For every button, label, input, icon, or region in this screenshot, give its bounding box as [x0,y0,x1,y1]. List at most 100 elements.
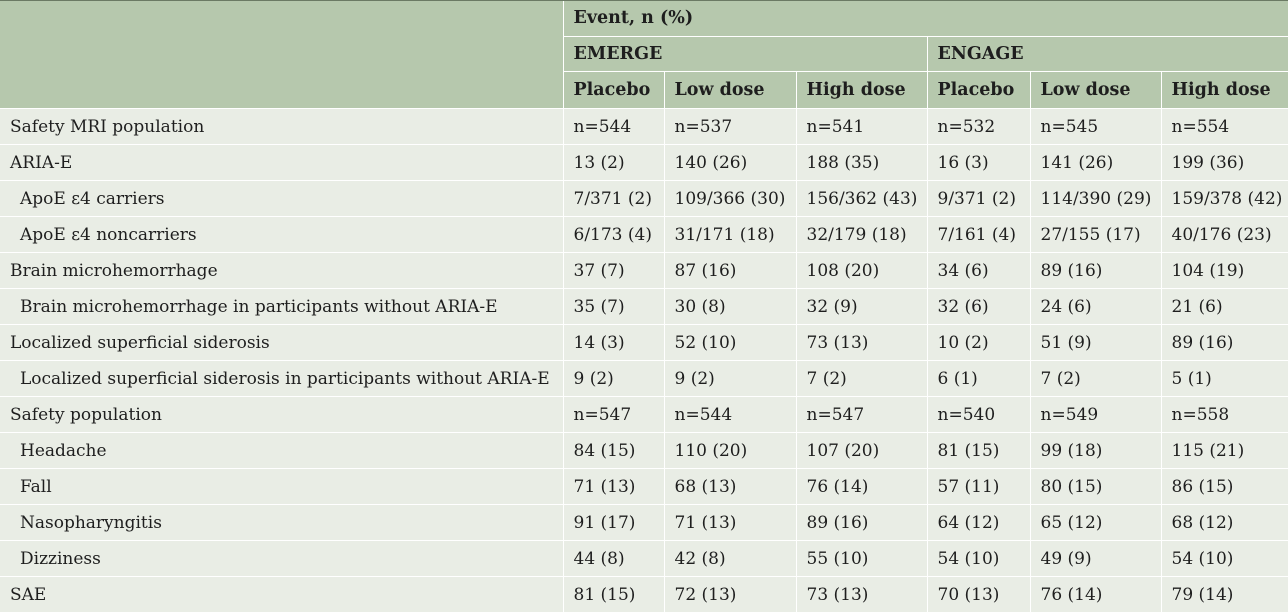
table-cell: 110 (20) [664,433,796,469]
column-header: High dose [796,72,927,109]
table-cell: 7 (2) [796,361,927,397]
table-cell: 72 (13) [664,577,796,612]
table-cell: 32 (9) [796,289,927,325]
table-cell: 6/173 (4) [563,217,664,253]
table-cell: 89 (16) [1161,325,1288,361]
table-cell: 51 (9) [1030,325,1161,361]
table-header: Event, n (%) EMERGE ENGAGE Placebo Low d… [0,0,1288,109]
row-label: Fall [0,469,563,505]
row-label: Safety population [0,397,563,433]
column-header: Placebo [563,72,664,109]
row-label: Brain microhemorrhage [0,253,563,289]
table-cell: 30 (8) [664,289,796,325]
table-cell: 40/176 (23) [1161,217,1288,253]
table-cell: 108 (20) [796,253,927,289]
table-cell: 86 (15) [1161,469,1288,505]
column-header: Low dose [664,72,796,109]
row-label: Localized superficial siderosis in parti… [0,361,563,397]
table-cell: 24 (6) [1030,289,1161,325]
table-cell: 7/161 (4) [927,217,1030,253]
table-cell: 156/362 (43) [796,181,927,217]
table-cell: 89 (16) [1030,253,1161,289]
table-cell: 80 (15) [1030,469,1161,505]
table-cell: 27/155 (17) [1030,217,1161,253]
column-header: Placebo [927,72,1030,109]
table-cell: 109/366 (30) [664,181,796,217]
table-cell: 76 (14) [1030,577,1161,612]
table-cell: 10 (2) [927,325,1030,361]
row-label: ApoE ε4 carriers [0,181,563,217]
table-cell: 9 (2) [664,361,796,397]
table-cell: n=540 [927,397,1030,433]
table-cell: 199 (36) [1161,145,1288,181]
column-header: High dose [1161,72,1288,109]
table-cell: 71 (13) [664,505,796,541]
table-cell: 141 (26) [1030,145,1161,181]
row-label: Brain microhemorrhage in participants wi… [0,289,563,325]
table-cell: 91 (17) [563,505,664,541]
event-header: Event, n (%) [563,0,1288,37]
table-cell: 13 (2) [563,145,664,181]
table-cell: 89 (16) [796,505,927,541]
table-cell: 68 (12) [1161,505,1288,541]
table-cell: 76 (14) [796,469,927,505]
top-rule [0,0,1288,1]
table-cell: 37 (7) [563,253,664,289]
table-cell: n=537 [664,109,796,145]
row-label: ARIA-E [0,145,563,181]
table-cell: 9/371 (2) [927,181,1030,217]
header-corner-cell [0,0,563,109]
column-header: Low dose [1030,72,1161,109]
table-cell: 52 (10) [664,325,796,361]
table-cell: 16 (3) [927,145,1030,181]
table-cell: 73 (13) [796,325,927,361]
table-cell: 54 (10) [927,541,1030,577]
table-cell: 34 (6) [927,253,1030,289]
table-cell: n=558 [1161,397,1288,433]
table-cell: 81 (15) [563,577,664,612]
table-cell: 57 (11) [927,469,1030,505]
table-cell: 68 (13) [664,469,796,505]
table-cell: 42 (8) [664,541,796,577]
table-cell: 32 (6) [927,289,1030,325]
table-cell: n=547 [796,397,927,433]
table-cell: 44 (8) [563,541,664,577]
table-cell: 32/179 (18) [796,217,927,253]
table-cell: 55 (10) [796,541,927,577]
table-cell: 188 (35) [796,145,927,181]
table-cell: 81 (15) [927,433,1030,469]
table-cell: 5 (1) [1161,361,1288,397]
table-cell: 71 (13) [563,469,664,505]
table-cell: 35 (7) [563,289,664,325]
table-cell: 70 (13) [927,577,1030,612]
group-header-emerge: EMERGE [563,37,927,72]
table-cell: 114/390 (29) [1030,181,1161,217]
table-cell: 79 (14) [1161,577,1288,612]
table-cell: n=532 [927,109,1030,145]
table-cell: 87 (16) [664,253,796,289]
row-label: ApoE ε4 noncarriers [0,217,563,253]
table-cell: n=549 [1030,397,1161,433]
table-cell: 99 (18) [1030,433,1161,469]
table-cell: n=545 [1030,109,1161,145]
table-cell: 115 (21) [1161,433,1288,469]
table-cell: n=554 [1161,109,1288,145]
table-cell: n=547 [563,397,664,433]
row-label: Nasopharyngitis [0,505,563,541]
table-cell: 14 (3) [563,325,664,361]
row-label: Localized superficial siderosis [0,325,563,361]
